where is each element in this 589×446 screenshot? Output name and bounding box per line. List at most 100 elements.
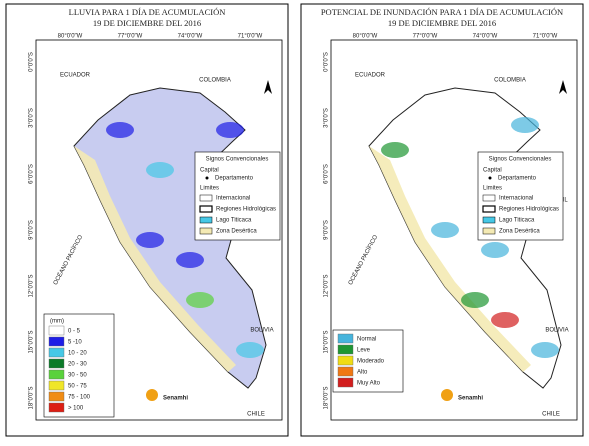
signos-capital: Capital	[483, 168, 502, 174]
rain-area	[186, 292, 214, 308]
logo-sun	[146, 389, 158, 401]
signos-item: Zona Desértica	[216, 229, 257, 235]
legend-label: Moderado	[357, 359, 385, 365]
north-arrow	[559, 80, 567, 94]
lat-tick: 12°0'0"S	[324, 274, 330, 297]
lat-tick: 18°0'0"S	[29, 386, 35, 409]
signos-item: Regiones Hidrológicas	[499, 207, 559, 213]
legend-label: > 100	[68, 406, 84, 412]
rain-area	[176, 252, 204, 268]
rain-area	[216, 122, 244, 138]
lon-tick: 80°0'0"W	[58, 34, 83, 40]
map-title: POTENCIAL DE INUNDACIÓN PARA 1 DÍA DE AC…	[321, 7, 563, 17]
lon-tick: 80°0'0"W	[353, 34, 378, 40]
rain-area	[531, 342, 559, 358]
signos-item: Internacional	[216, 196, 250, 202]
lon-tick: 74°0'0"W	[473, 34, 498, 40]
signos-departamento: Departamento	[498, 176, 537, 182]
signos-swatch	[482, 216, 496, 224]
lat-tick: 6°0'0"S	[29, 164, 35, 184]
rain-area	[106, 122, 134, 138]
signos-swatch	[482, 205, 496, 213]
legend-label: Alto	[357, 370, 368, 376]
legend-swatch	[337, 333, 354, 344]
capital-symbol	[488, 176, 492, 180]
legend-label: 20 - 30	[68, 362, 87, 368]
signos-swatch	[199, 194, 213, 202]
legend-title: (mm)	[50, 319, 64, 325]
legend-label: Muy Alto	[357, 381, 381, 387]
lat-tick: 6°0'0"S	[324, 164, 330, 184]
logo: Senamhi	[458, 396, 483, 402]
legend-label: 10 - 20	[68, 351, 87, 357]
country-label: COLOMBIA	[494, 78, 526, 84]
legend-swatch	[337, 344, 354, 355]
legend-label: 50 - 75	[68, 384, 87, 390]
legend-swatch	[337, 366, 354, 377]
lon-tick: 71°0'0"W	[533, 34, 558, 40]
rain-area	[381, 142, 409, 158]
panel: POTENCIAL DE INUNDACIÓN PARA 1 DÍA DE AC…	[300, 3, 584, 437]
signos-item: Lago Titicaca	[499, 218, 535, 224]
legend-swatch	[48, 336, 65, 347]
legend-label: 75 - 100	[68, 395, 91, 401]
signos-limites: Limites	[483, 186, 502, 192]
signos-item: Regiones Hidrológicas	[216, 207, 276, 213]
country-label: ECUADOR	[355, 73, 386, 79]
lon-tick: 71°0'0"W	[238, 34, 263, 40]
country-label: CHILE	[542, 412, 560, 418]
legend-label: 0 - 5	[68, 329, 81, 335]
lat-tick: 9°0'0"S	[324, 220, 330, 240]
map-subtitle: 19 DE DICIEMBRE DEL 2016	[93, 18, 201, 28]
rain-area	[236, 342, 264, 358]
signos-title: Signos Convencionales	[489, 157, 552, 163]
legend-swatch	[337, 355, 354, 366]
legend-swatch	[48, 347, 65, 358]
country-label: CHILE	[247, 412, 265, 418]
legend-swatch	[337, 377, 354, 388]
logo-sun	[441, 389, 453, 401]
lat-tick: 9°0'0"S	[29, 220, 35, 240]
rain-area	[136, 232, 164, 248]
desert-zone	[74, 146, 236, 372]
legend-label: Leve	[357, 348, 371, 354]
legend-label: 5 -10	[68, 340, 82, 346]
signos-swatch	[199, 205, 213, 213]
north-arrow	[264, 80, 272, 94]
legend-label: Normal	[357, 337, 376, 343]
map-title: LLUVIA PARA 1 DÍA DE ACUMULACIÓN	[69, 7, 226, 17]
lat-tick: 15°0'0"S	[29, 330, 35, 353]
signos-limites: Limites	[200, 186, 219, 192]
country-label: BOLIVIA	[545, 328, 568, 334]
signos-departamento: Departamento	[215, 176, 254, 182]
signos-item: Internacional	[499, 196, 533, 202]
lon-tick: 77°0'0"W	[413, 34, 438, 40]
signos-swatch	[199, 216, 213, 224]
rain-area	[146, 162, 174, 178]
lon-tick: 77°0'0"W	[118, 34, 143, 40]
country-label: COLOMBIA	[199, 78, 231, 84]
legend-swatch	[48, 380, 65, 391]
lat-tick: 18°0'0"S	[324, 386, 330, 409]
country-label: ECUADOR	[60, 73, 91, 79]
lat-tick: 15°0'0"S	[324, 330, 330, 353]
signos-capital: Capital	[200, 168, 219, 174]
signos-swatch	[482, 194, 496, 202]
desert-zone	[369, 146, 531, 372]
lat-tick: 0°0'0"S	[324, 52, 330, 72]
signos-title: Signos Convencionales	[206, 157, 269, 163]
legend-swatch	[48, 358, 65, 369]
capital-symbol	[205, 176, 209, 180]
rain-area	[481, 242, 509, 258]
lat-tick: 0°0'0"S	[29, 52, 35, 72]
lat-tick: 3°0'0"S	[29, 108, 35, 128]
rain-area	[491, 312, 519, 328]
signos-item: Lago Titicaca	[216, 218, 252, 224]
lat-tick: 3°0'0"S	[324, 108, 330, 128]
map-subtitle: 19 DE DICIEMBRE DEL 2016	[388, 18, 496, 28]
rain-area	[461, 292, 489, 308]
legend-swatch	[48, 402, 65, 413]
signos-swatch	[199, 227, 213, 235]
